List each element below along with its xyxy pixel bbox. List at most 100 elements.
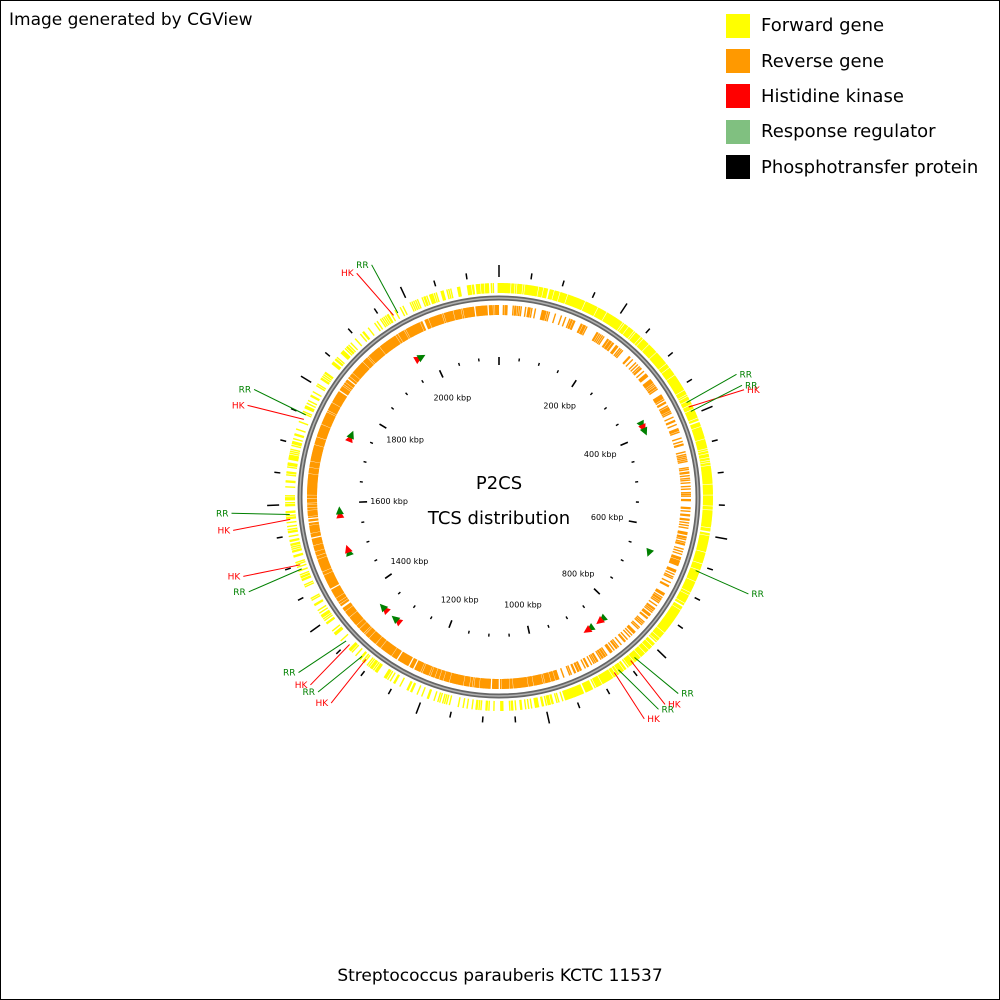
forward-gene-mark — [671, 382, 681, 390]
reverse-gene-mark — [546, 672, 552, 683]
reverse-gene-mark — [401, 331, 408, 341]
annotation-leader — [686, 373, 737, 404]
forward-gene-mark — [629, 332, 637, 341]
reverse-gene-mark — [478, 305, 482, 317]
forward-gene-mark — [649, 633, 659, 641]
forward-gene-mark — [457, 286, 462, 297]
reverse-gene-mark — [441, 313, 447, 324]
reverse-gene-mark — [319, 428, 329, 434]
forward-gene-mark — [596, 308, 603, 319]
forward-gene-mark — [487, 283, 490, 294]
reverse-gene-mark — [513, 305, 516, 316]
outer-tick — [465, 273, 468, 280]
reverse-gene-mark — [354, 616, 363, 625]
outer-tick — [297, 596, 304, 602]
reverse-gene-mark — [510, 678, 514, 689]
forward-gene-mark — [702, 510, 713, 513]
reverse-gene-mark — [322, 569, 333, 575]
reverse-gene-mark — [458, 309, 462, 320]
reverse-gene-mark — [386, 340, 394, 350]
reverse-gene-mark — [318, 558, 329, 564]
forward-gene-mark — [668, 377, 678, 385]
forward-gene-mark — [598, 674, 605, 684]
forward-gene-mark — [640, 642, 649, 651]
forward-gene-mark — [547, 694, 552, 705]
inner-tick — [361, 521, 365, 524]
forward-gene-mark — [592, 677, 599, 688]
reverse-gene-mark — [381, 344, 389, 353]
reverse-gene-mark — [323, 418, 333, 424]
forward-gene-mark — [567, 295, 573, 306]
reverse-gene-mark — [400, 331, 407, 341]
forward-gene-mark — [692, 429, 703, 434]
reverse-gene-mark — [338, 597, 348, 605]
reverse-gene-mark — [328, 408, 338, 414]
forward-gene-mark — [692, 561, 703, 566]
reverse-gene-mark — [664, 572, 674, 578]
forward-gene-mark — [663, 371, 673, 378]
forward-gene-mark — [288, 456, 299, 460]
reverse-gene-mark — [661, 410, 672, 417]
forward-gene-mark — [402, 305, 408, 316]
forward-gene-mark — [649, 352, 658, 361]
reverse-gene-mark — [668, 561, 679, 567]
reverse-gene-mark — [486, 678, 489, 689]
forward-gene-mark — [393, 674, 400, 685]
histidine-kinase-marker — [583, 625, 593, 633]
forward-gene-mark — [472, 284, 476, 295]
outer-tick — [280, 439, 287, 443]
reverse-gene-mark — [595, 650, 602, 660]
inner-tick — [582, 605, 586, 609]
reverse-gene-mark — [372, 633, 381, 643]
reverse-gene-mark — [466, 676, 470, 687]
forward-gene-mark — [702, 507, 713, 510]
reverse-gene-mark — [325, 414, 335, 421]
reverse-gene-mark — [317, 432, 328, 438]
forward-gene-mark — [574, 685, 580, 696]
response-regulator-marker — [379, 603, 389, 613]
reverse-gene-mark — [321, 565, 332, 571]
reverse-gene-mark — [660, 409, 671, 415]
forward-gene-mark — [287, 466, 298, 469]
outer-tick — [373, 308, 379, 314]
forward-gene-mark — [304, 406, 314, 413]
annotation-label: HK — [668, 700, 682, 710]
forward-gene-mark — [407, 681, 413, 691]
histidine-kinase-marker — [345, 544, 353, 554]
forward-gene-mark — [677, 392, 687, 399]
forward-gene-mark — [702, 482, 713, 485]
reverse-gene-mark — [463, 308, 467, 319]
forward-gene-mark — [639, 644, 648, 653]
forward-gene-mark — [288, 458, 299, 462]
reverse-gene-mark — [366, 628, 375, 637]
forward-gene-mark — [686, 575, 697, 581]
forward-gene-mark — [475, 284, 479, 295]
reverse-gene-mark — [666, 566, 677, 572]
forward-gene-mark — [630, 333, 639, 343]
reverse-gene-mark — [510, 678, 513, 689]
reverse-gene-mark — [309, 465, 320, 469]
reverse-gene-mark — [652, 593, 662, 600]
legend-swatch-phosphotransfer-protein — [726, 155, 750, 180]
reverse-gene-mark — [466, 676, 470, 687]
forward-gene-mark — [639, 341, 648, 350]
forward-gene-mark — [638, 644, 647, 654]
forward-gene-mark — [624, 328, 632, 337]
forward-gene-mark — [691, 563, 702, 569]
forward-gene-mark — [285, 480, 296, 483]
reverse-gene-mark — [543, 673, 548, 684]
reverse-gene-mark — [576, 323, 583, 333]
forward-gene-mark — [548, 289, 553, 300]
reverse-gene-mark — [614, 348, 623, 358]
reverse-gene-mark — [678, 466, 689, 470]
reverse-gene-mark — [661, 577, 672, 584]
reverse-gene-mark — [333, 589, 343, 596]
forward-gene-mark — [631, 651, 640, 660]
reverse-gene-mark — [313, 544, 324, 549]
reverse-gene-mark — [339, 388, 349, 396]
reverse-gene-mark — [401, 653, 408, 664]
forward-gene-mark — [648, 350, 657, 359]
kbp-label: 1000 kbp — [504, 600, 542, 609]
reverse-gene-mark — [580, 325, 587, 335]
reverse-gene-mark — [633, 367, 642, 375]
